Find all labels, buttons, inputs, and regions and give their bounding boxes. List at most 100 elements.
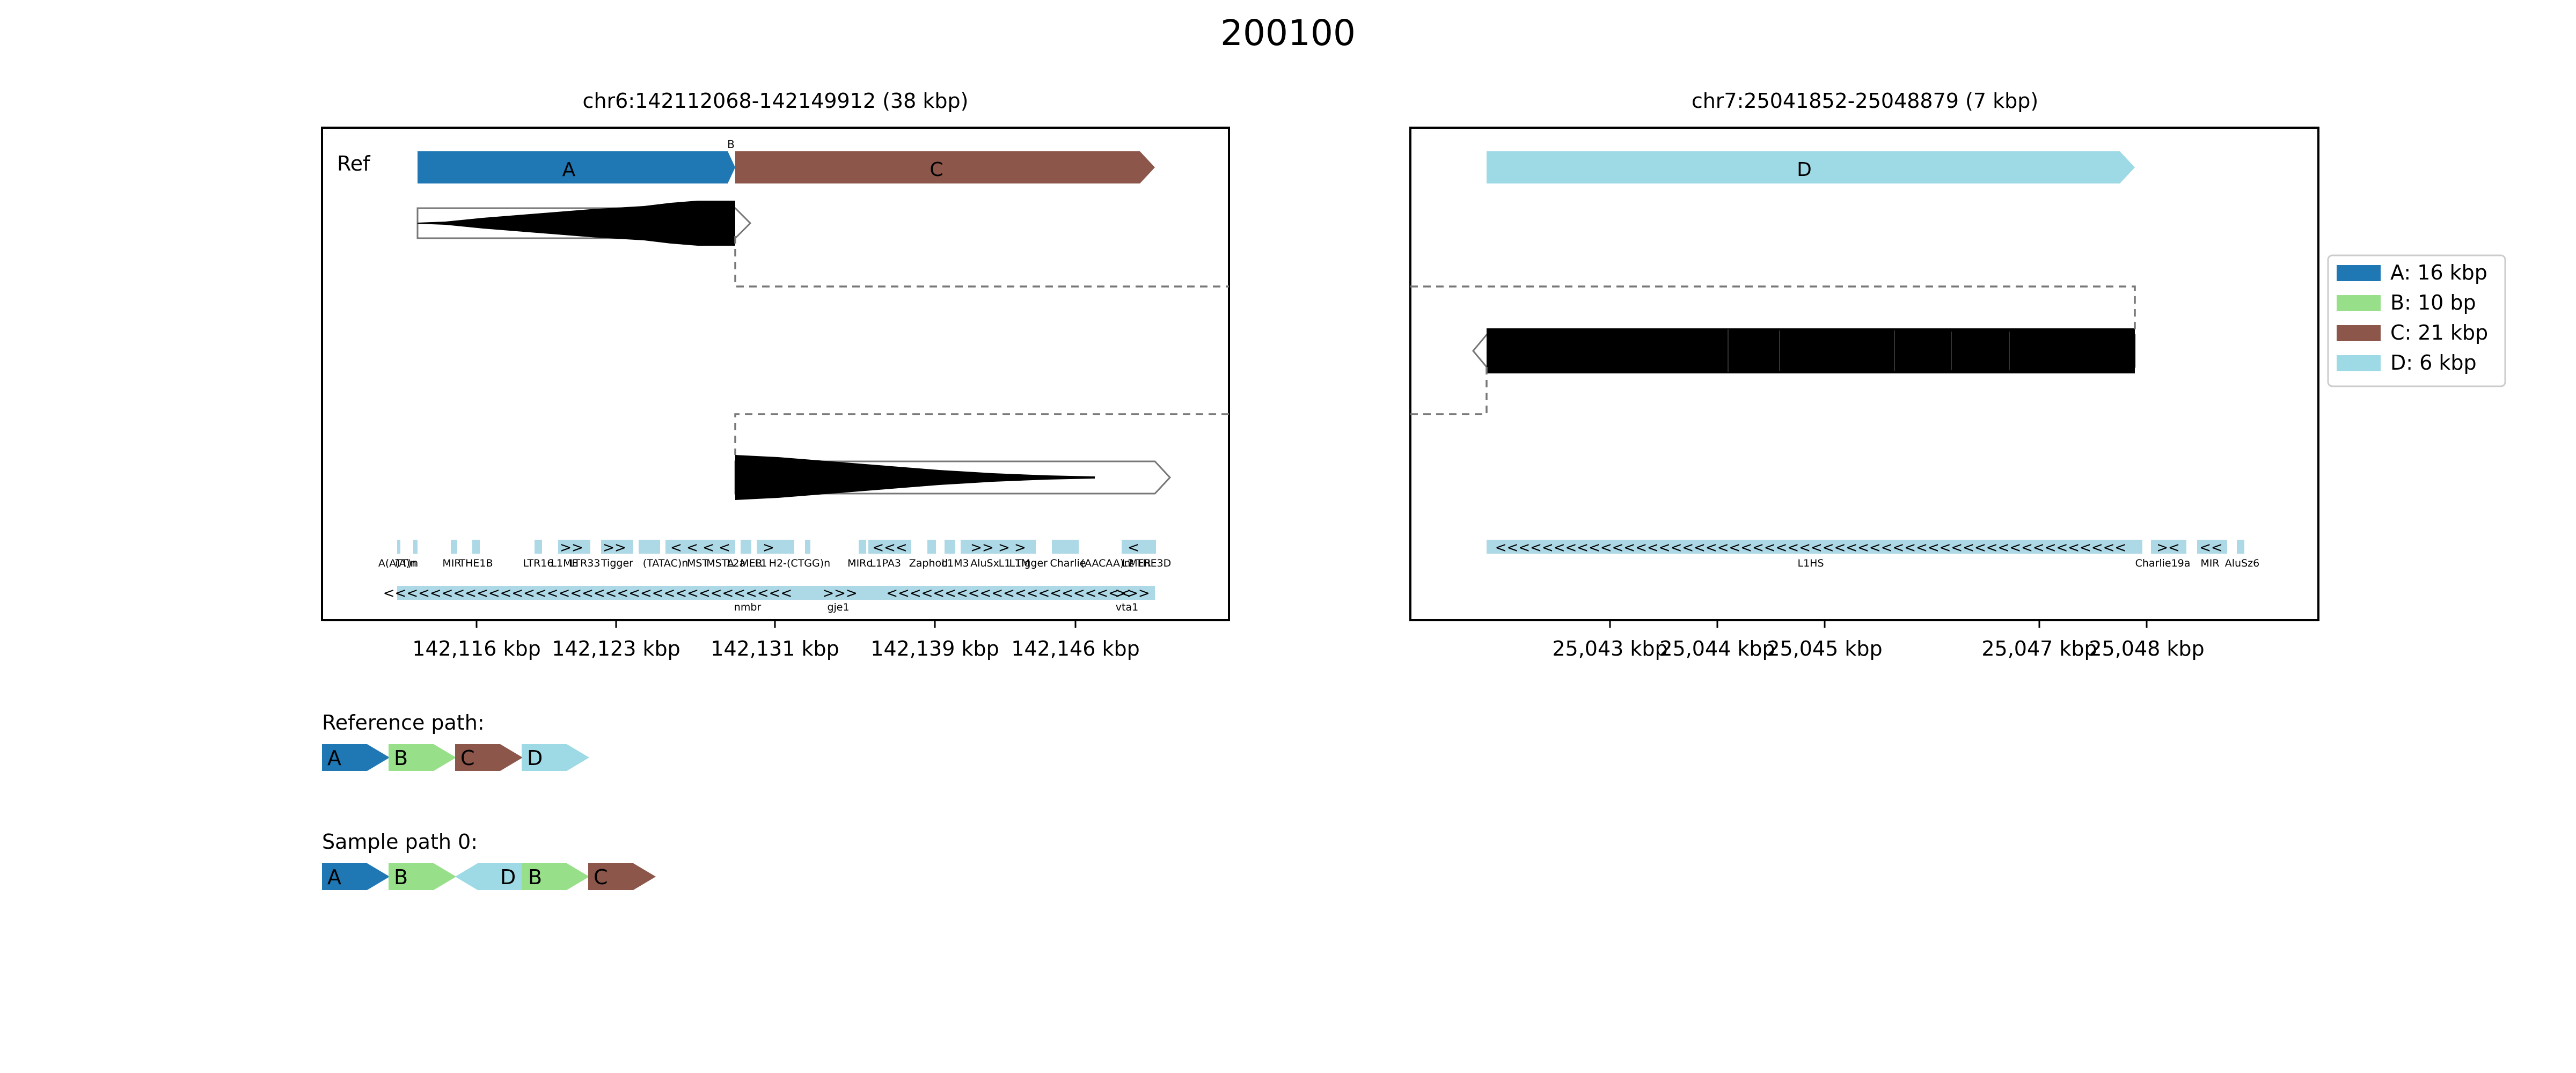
segment-c-label: C [930,159,943,181]
repeat-label: LTR33 [570,557,601,569]
legend-swatch-c [2337,325,2381,341]
svg-text:<<<<<<<<<<<<<<<<<<<<<<<<<<<<<<: <<<<<<<<<<<<<<<<<<<<<<<<<<<<<<<<<<< [383,585,792,601]
gene-label-nmbr: nmbr [734,601,762,613]
legend-swatch-b [2337,295,2381,311]
segment-d-arrow [1487,151,2135,183]
path-node-b [389,863,456,890]
gene-track-left: <<<<<<<<<<<<<<<<<<<<<<<<<<<<<<<<<<< >>> … [383,585,1155,601]
path-node-label: B [394,746,408,770]
tick-label: 142,139 kbp [870,637,999,660]
repeat-label: Tigger [1015,557,1048,569]
svg-text:>>: >> [560,540,583,556]
svg-text:<<<<<<<<<<<<<<<<<<<<<: <<<<<<<<<<<<<<<<<<<<< [886,585,1132,601]
sample-path-title: Sample path 0: [322,830,478,854]
repeat-label: LTR16 [523,557,554,569]
repeat-label: L1 [755,557,767,569]
legend-label-d: D: 6 kbp [2390,351,2477,374]
svg-text:<<<: <<< [872,540,907,556]
repeat-label: THE1B [458,557,493,569]
path-node-label: D [527,746,543,770]
repeat-label: Charlie [1050,557,1086,569]
path-node-d [522,744,589,771]
segment-a-arrow [418,151,735,183]
svg-text:>>: >> [603,540,626,556]
left-panel-title: chr6:142112068-142149912 (38 kbp) [583,89,969,113]
legend-label-a: A: 16 kbp [2390,261,2487,284]
tick-label: 142,116 kbp [412,637,540,660]
gene-label-vta1: vta1 [1116,601,1138,613]
path-node-label: B [528,865,542,889]
svg-text:>> > >: >> > > [970,540,1026,556]
repeat-label: (A)n [395,557,416,569]
right-panel-frame [1409,127,2319,621]
path-node-b [522,863,589,890]
right-panel-title: chr7:25041852-25048879 (7 kbp) [1692,89,2038,113]
repeat-label: MIR [2200,557,2219,569]
tick-label: 25,044 kbp [1659,637,1775,660]
reference-path-title: Reference path: [322,711,485,734]
connector-lower [734,413,1229,455]
figure-title: 200100 [1220,12,1356,54]
repeat-labels-right: L1HS Charlie19a MIR AluSz6 [1797,557,2259,569]
alignment-2-fill [735,455,1095,500]
sample-path: A B D B C [322,863,656,890]
tick-label: 142,123 kbp [552,637,680,660]
segment-b-label: B [727,138,735,151]
path-node-label: D [500,865,516,889]
path-node-label: A [327,865,341,889]
repeat-track-left: >> >> < < < < > <<< >> > > < [397,540,1156,556]
svg-text:<: < [1128,540,1139,556]
path-node-label: B [394,865,408,889]
svg-text:<<<<<<<<<<<<<<<<<<<<<<<<<<<<<<: <<<<<<<<<<<<<<<<<<<<<<<<<<<<<<<<<<<<<<<<… [1495,540,2126,556]
repeat-label: AluSx [970,557,999,569]
repeat-label: A(ATT)n [378,557,418,569]
x-axis-left: 142,116 kbp 142,123 kbp 142,131 kbp 142,… [412,620,1140,660]
repeat-label: L1HS [1797,557,1824,569]
segment-c-arrow [735,151,1155,183]
path-node-a [322,863,390,890]
svg-text:>>>: >>> [822,585,857,601]
tick-label: 25,047 kbp [1981,637,2097,660]
path-node-label: C [460,746,475,770]
x-axis-right: 25,043 kbp 25,044 kbp 25,045 kbp 25,047 … [1552,620,2205,660]
tick-label: 25,043 kbp [1552,637,1667,660]
repeat-label: Charlie19a [2135,557,2191,569]
repeat-label: THE3D [1136,557,1172,569]
legend-label-c: C: 21 kbp [2390,321,2488,344]
repeat-label: MST [687,557,708,569]
legend-swatch-d [2337,355,2381,371]
alignment-3-dividers [1728,329,2010,372]
path-node-label: A [327,746,341,770]
repeat-label: (AACAA)n [1081,557,1131,569]
path-node-b [389,744,456,771]
repeat-label: AluSz6 [2225,557,2259,569]
repeat-labels-left: A(ATT)n (A)n MIR THE1B LTR16 L1ME LTR33 … [378,557,1171,569]
repeat-label: (TATAC)n [643,557,689,569]
repeat-label: MIR [442,557,461,569]
svg-text:< < < <: < < < < [670,540,730,556]
connector-upper [734,236,1229,288]
svg-text:<<: << [2199,540,2223,556]
repeat-label: Tigger [601,557,633,569]
path-node-label: C [594,865,608,889]
repeat-label: L1M [1009,557,1030,569]
connector-upper-right [1410,285,2136,335]
repeat-label: MER [1129,557,1151,569]
svg-text:>: > [763,540,774,556]
repeat-label: Zaphod [909,557,948,569]
reference-path: A B C D [322,744,589,771]
repeat-label: MIRc [847,557,872,569]
gene-label-gje1: gje1 [827,601,849,613]
svg-text:>>>: >>> [1115,585,1150,601]
path-node-c [455,744,523,771]
ref-label: Ref [337,152,371,175]
repeat-label: L2 [1122,557,1135,569]
tick-label: 25,045 kbp [1767,637,1882,660]
tick-label: 142,146 kbp [1011,637,1139,660]
path-node-c [588,863,656,890]
repeat-label: MSTA [706,557,734,569]
svg-text:><: >< [2156,540,2180,556]
repeat-label: MER [740,557,763,569]
repeat-track-right: <<<<<<<<<<<<<<<<<<<<<<<<<<<<<<<<<<<<<<<<… [1487,540,2244,556]
